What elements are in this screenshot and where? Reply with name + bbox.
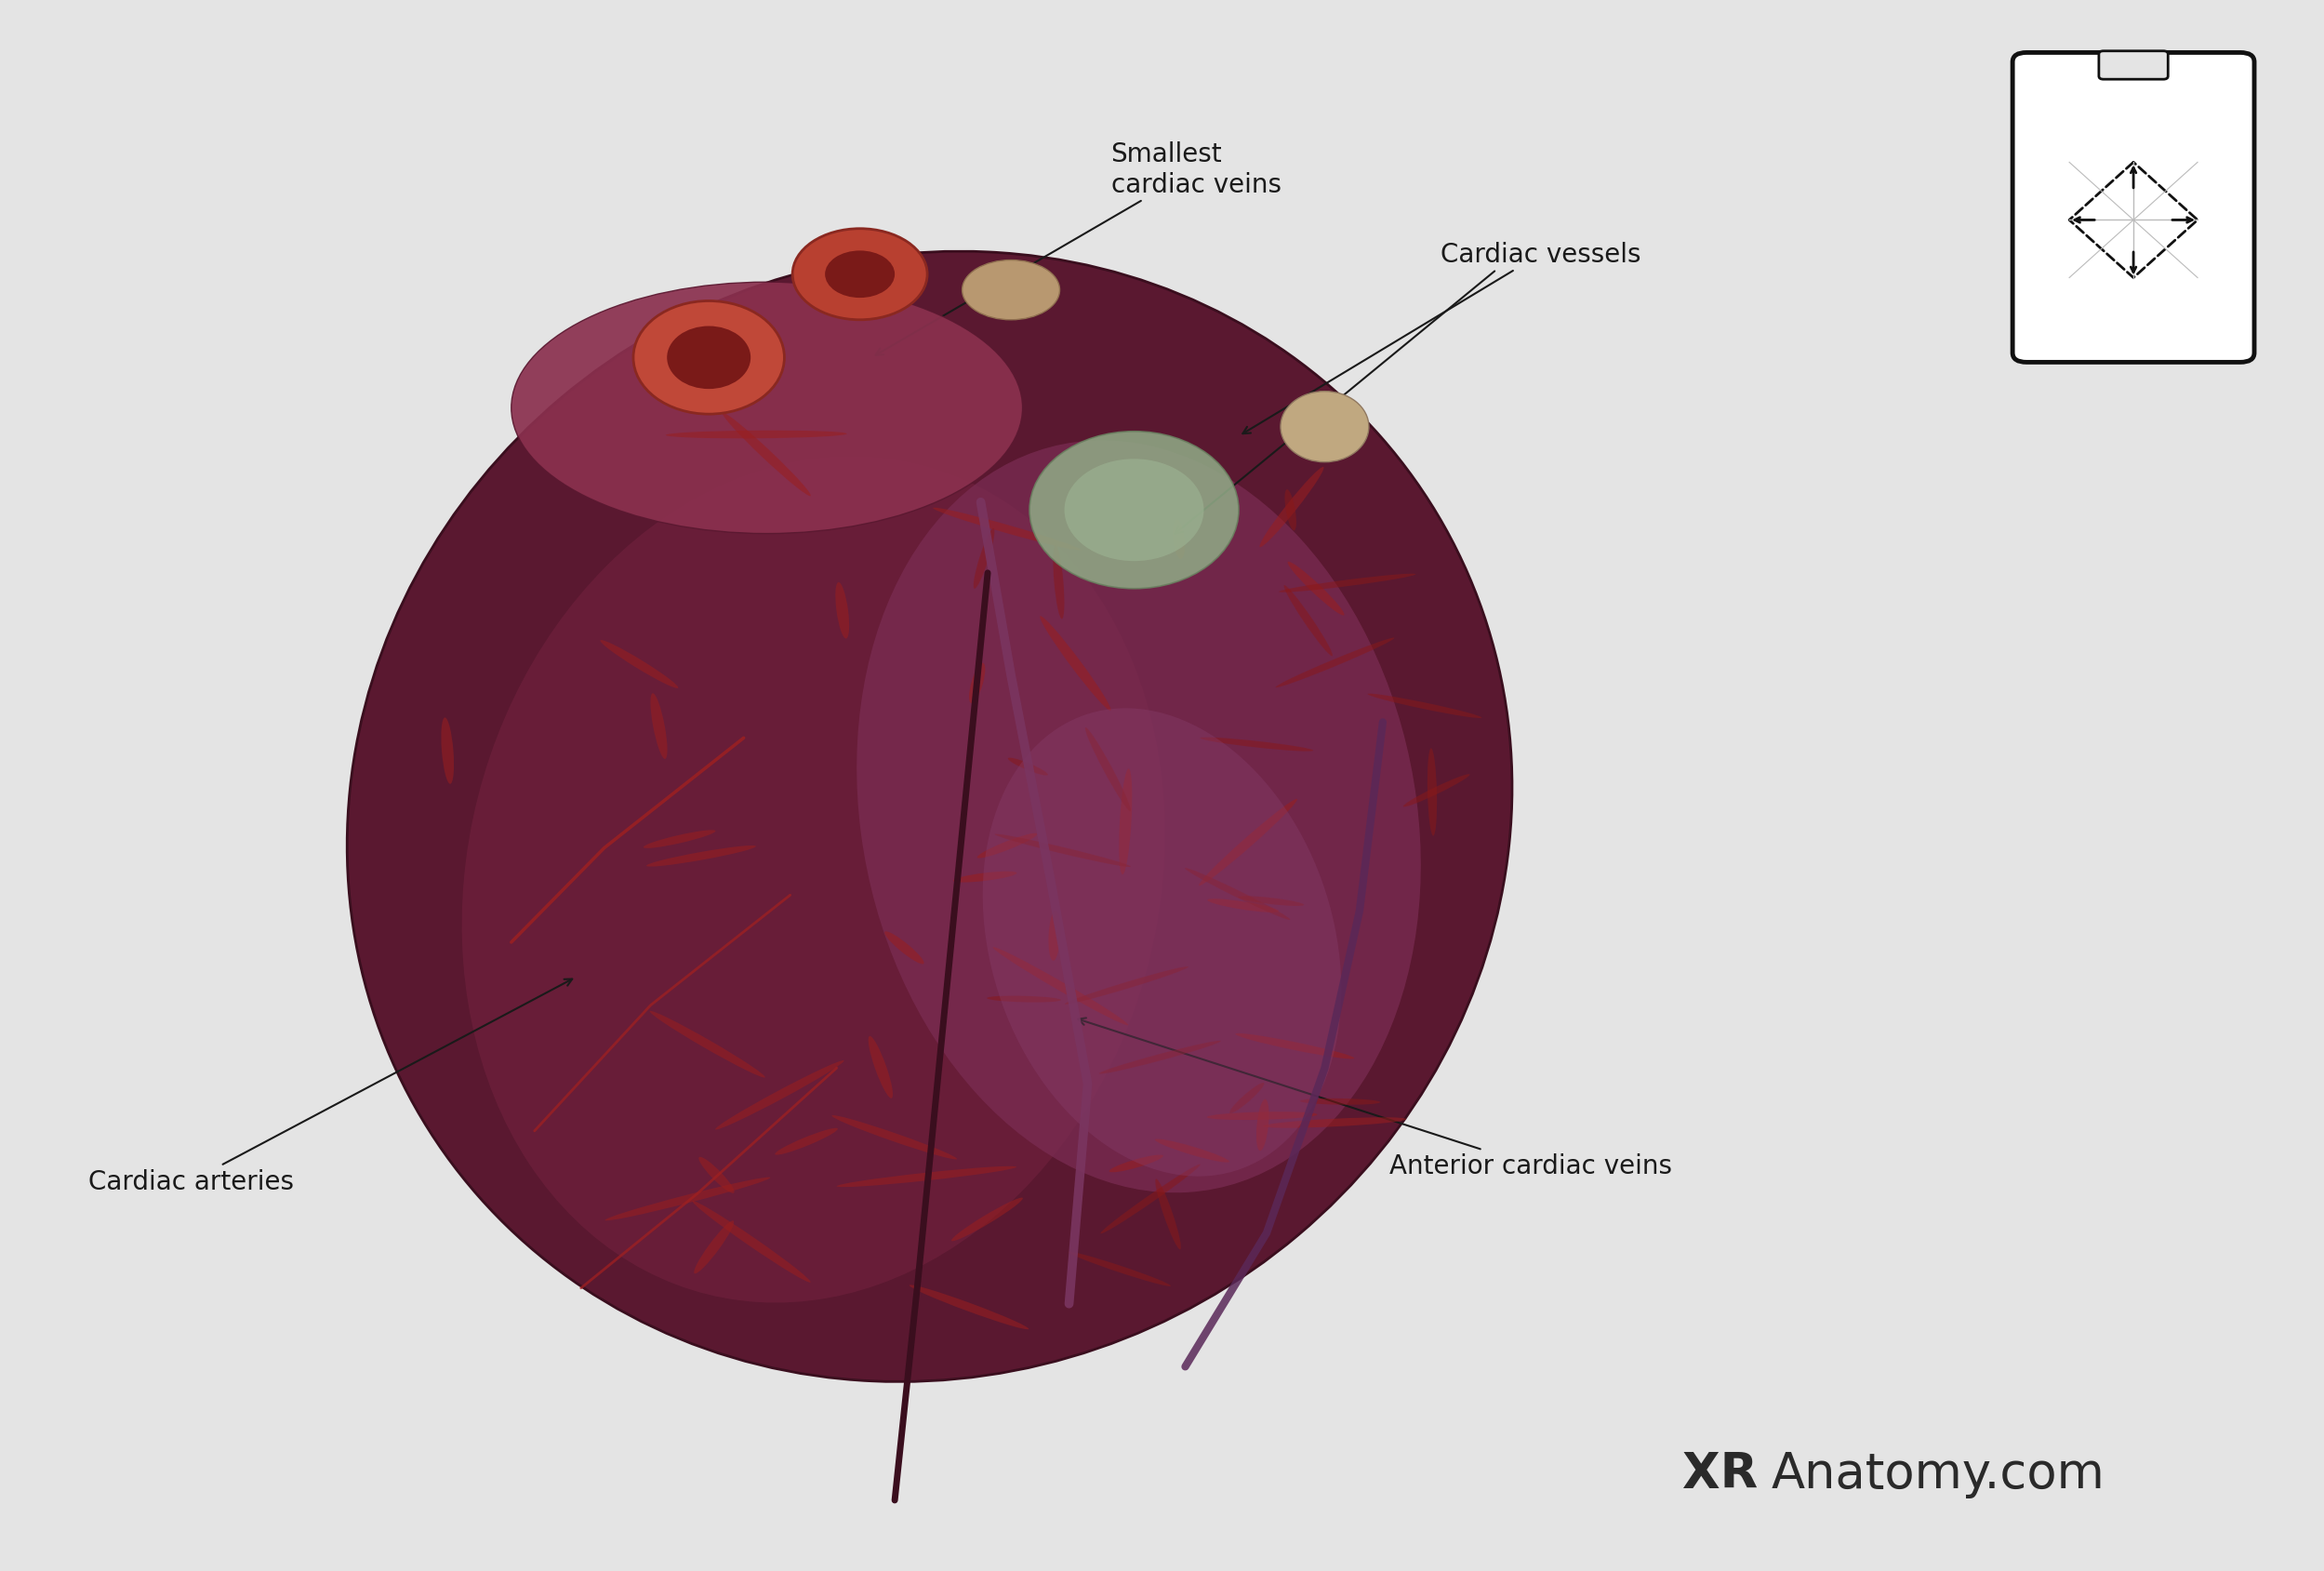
- Ellipse shape: [832, 1115, 957, 1159]
- Ellipse shape: [1239, 897, 1304, 906]
- Ellipse shape: [1064, 966, 1188, 1004]
- Ellipse shape: [646, 845, 755, 867]
- Ellipse shape: [1262, 1117, 1406, 1128]
- Ellipse shape: [1299, 1098, 1380, 1104]
- Ellipse shape: [774, 1128, 837, 1155]
- Ellipse shape: [969, 663, 985, 704]
- Ellipse shape: [1155, 1180, 1181, 1249]
- Ellipse shape: [723, 413, 811, 496]
- Ellipse shape: [1260, 468, 1325, 548]
- Ellipse shape: [1199, 738, 1313, 751]
- Ellipse shape: [951, 1197, 1023, 1241]
- Ellipse shape: [1064, 459, 1204, 561]
- Ellipse shape: [983, 709, 1341, 1177]
- Ellipse shape: [1009, 759, 1048, 776]
- Ellipse shape: [1287, 562, 1343, 616]
- Ellipse shape: [1208, 899, 1278, 913]
- Ellipse shape: [1155, 1139, 1229, 1163]
- Ellipse shape: [1118, 770, 1132, 875]
- Ellipse shape: [1174, 520, 1185, 559]
- Ellipse shape: [885, 932, 925, 965]
- Ellipse shape: [1053, 545, 1064, 619]
- Text: XR: XR: [1683, 1450, 1759, 1497]
- Ellipse shape: [1069, 1252, 1171, 1287]
- Ellipse shape: [1229, 1082, 1264, 1114]
- Ellipse shape: [1206, 1112, 1318, 1120]
- Ellipse shape: [1404, 775, 1469, 807]
- Ellipse shape: [858, 441, 1420, 1192]
- Ellipse shape: [909, 1285, 1030, 1329]
- Ellipse shape: [346, 251, 1513, 1382]
- Ellipse shape: [651, 694, 667, 759]
- Ellipse shape: [693, 1202, 811, 1282]
- Ellipse shape: [1039, 616, 1111, 712]
- Ellipse shape: [651, 1012, 765, 1078]
- Ellipse shape: [1276, 638, 1394, 688]
- Ellipse shape: [1281, 391, 1369, 463]
- Text: Smallest
cardiac veins: Smallest cardiac veins: [876, 141, 1281, 355]
- Ellipse shape: [1257, 1100, 1269, 1152]
- Ellipse shape: [462, 457, 1164, 1302]
- Ellipse shape: [600, 641, 679, 688]
- Ellipse shape: [1199, 800, 1297, 886]
- Ellipse shape: [1048, 911, 1060, 961]
- Ellipse shape: [1367, 694, 1483, 718]
- Ellipse shape: [667, 327, 751, 390]
- Ellipse shape: [634, 302, 786, 415]
- Ellipse shape: [1278, 575, 1415, 592]
- Ellipse shape: [716, 1060, 844, 1130]
- Text: Cardiac vessels: Cardiac vessels: [1243, 242, 1641, 434]
- Ellipse shape: [700, 1158, 734, 1194]
- Ellipse shape: [962, 261, 1060, 320]
- Ellipse shape: [792, 229, 927, 320]
- Text: Anatomy.com: Anatomy.com: [1771, 1450, 2106, 1497]
- Ellipse shape: [1185, 869, 1290, 921]
- Ellipse shape: [644, 831, 716, 848]
- Ellipse shape: [825, 251, 895, 298]
- Text: Anterior cardiac veins: Anterior cardiac veins: [1078, 1018, 1673, 1178]
- Ellipse shape: [834, 583, 848, 639]
- Ellipse shape: [1030, 432, 1239, 589]
- Ellipse shape: [992, 947, 1129, 1026]
- Ellipse shape: [1427, 749, 1436, 836]
- Ellipse shape: [995, 834, 1132, 867]
- Ellipse shape: [1236, 1034, 1355, 1059]
- Ellipse shape: [974, 529, 995, 589]
- Ellipse shape: [442, 718, 453, 784]
- Ellipse shape: [1283, 586, 1332, 657]
- FancyBboxPatch shape: [2099, 52, 2168, 80]
- Ellipse shape: [604, 1177, 769, 1221]
- Ellipse shape: [953, 872, 1018, 883]
- Ellipse shape: [511, 283, 1023, 534]
- Ellipse shape: [976, 834, 1037, 858]
- FancyBboxPatch shape: [2013, 53, 2254, 363]
- Ellipse shape: [1102, 1164, 1202, 1233]
- Ellipse shape: [988, 996, 1062, 1002]
- Ellipse shape: [869, 1037, 892, 1098]
- Ellipse shape: [932, 507, 1081, 551]
- Ellipse shape: [1285, 490, 1297, 531]
- Ellipse shape: [1109, 1155, 1164, 1172]
- Ellipse shape: [665, 430, 846, 438]
- Ellipse shape: [1099, 1042, 1220, 1075]
- Ellipse shape: [1085, 727, 1132, 812]
- Ellipse shape: [837, 1166, 1016, 1188]
- Ellipse shape: [695, 1221, 734, 1274]
- Text: Cardiac arteries: Cardiac arteries: [88, 979, 572, 1194]
